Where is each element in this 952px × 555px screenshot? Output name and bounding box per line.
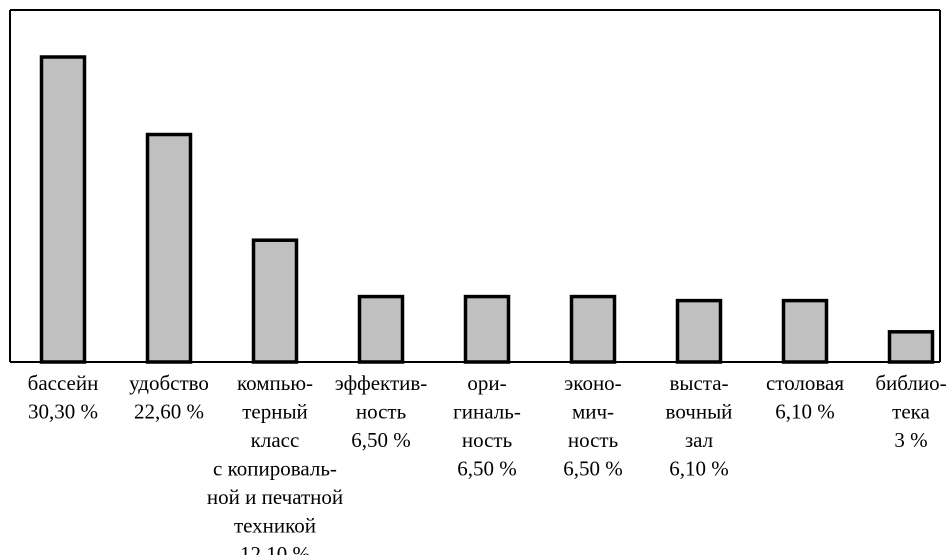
category-label-line-6: ность [568,428,618,452]
value-label-4: 6,50 % [351,428,411,452]
category-label-line-3: с копироваль- [213,457,337,481]
category-label-9: библио-тека 3 % [875,371,946,452]
category-label-line-8: столовая [766,371,844,395]
bar-6 [569,294,617,364]
category-label-line-3: класс [251,428,300,452]
category-label-line-1: бассейн [28,371,99,395]
category-label-line-6: эконо- [564,371,621,395]
category-label-7: выста-вочный зал 6,10 % [666,371,733,481]
bars [39,55,935,364]
category-label-5: ори-гиналь-ность 6,50 % [453,371,521,481]
bar-2 [145,132,193,364]
category-label-line-9: библио- [875,371,946,395]
bar-7 [675,298,723,364]
category-label-line-4: ность [356,400,406,424]
category-label-line-3: терный [242,400,308,424]
category-label-line-9: тека [892,400,930,424]
category-labels: бассейн 30,30 %удобство 22,60 %компью-терн… [28,371,947,555]
category-label-line-5: ори- [467,371,506,395]
value-label-6: 6,50 % [563,457,623,481]
category-label-line-7: выста- [669,371,728,395]
value-label-2: 22,60 % [134,400,204,424]
category-label-line-7: вочный [666,400,733,424]
category-label-line-5: гиналь- [453,400,521,424]
category-label-line-4: эффектив- [335,371,428,395]
bar-5 [463,294,511,364]
category-label-line-3: техникой [234,514,316,538]
category-label-2: удобство 22,60 % [129,371,209,424]
category-label-8: столовая 6,10 % [766,371,844,424]
category-label-line-5: ность [462,428,512,452]
value-label-9: 3 % [894,428,927,452]
category-label-line-7: зал [685,428,713,452]
value-label-3: 12,10 % [240,542,310,555]
bar-1 [39,55,87,364]
value-label-5: 6,50 % [457,457,517,481]
category-label-line-2: удобство [129,371,209,395]
category-label-3: компью-терный класс с копироваль-ной и печ… [207,371,343,555]
bar-8 [781,298,829,364]
category-label-line-3: ной и печатной [207,485,343,509]
bar-3 [251,238,299,364]
category-label-4: эффектив-ность 6,50 % [335,371,428,452]
category-label-line-3: компью- [237,371,313,395]
value-label-8: 6,10 % [775,400,835,424]
category-label-1: бассейн 30,30 % [28,371,99,424]
category-label-line-6: мич- [572,400,614,424]
value-label-7: 6,10 % [669,457,729,481]
category-label-6: эконо-мич-ность 6,50 % [563,371,623,481]
value-label-1: 30,30 % [28,400,98,424]
bar-9 [887,330,935,364]
bar-4 [357,294,405,364]
